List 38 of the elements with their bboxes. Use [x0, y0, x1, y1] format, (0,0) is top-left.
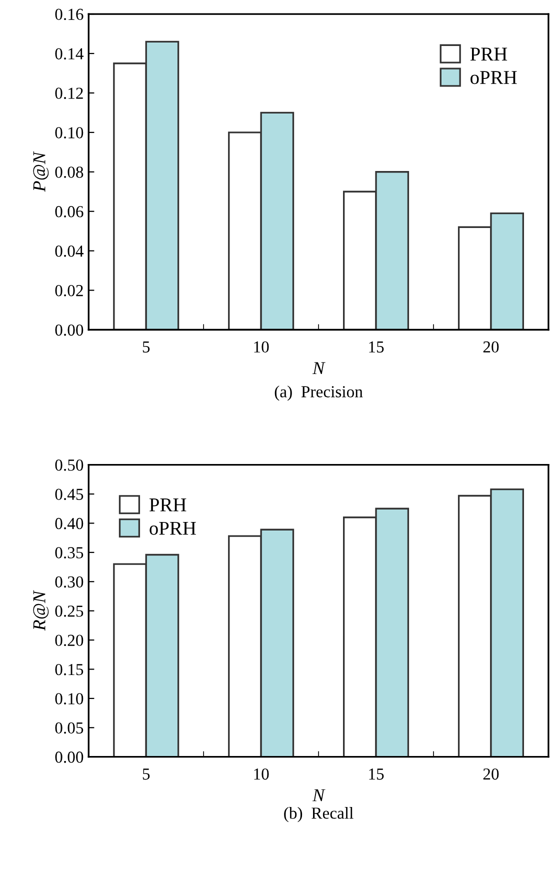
y-tick-label: 0.40	[55, 518, 84, 530]
y-tick-label: 0.16	[55, 8, 84, 20]
y-tick-label: 0.05	[55, 722, 84, 734]
y-tick-label: 0.10	[55, 693, 84, 704]
y-tick-label: 0.06	[55, 206, 84, 218]
y-tick-label: 0.10	[55, 127, 84, 138]
y-axis-title: R@N	[33, 590, 49, 631]
y-tick-label: 0.12	[55, 88, 83, 99]
y-tick-label: 0.14	[55, 48, 84, 60]
y-tick-label: 0.20	[55, 634, 84, 646]
y-tick-label: 0.02	[55, 284, 83, 296]
y-tick-label: 0.00	[55, 752, 84, 763]
text: (b) Recall	[284, 807, 354, 822]
x-axis-title: N	[312, 789, 326, 802]
x-tick-label: 20	[483, 341, 499, 353]
y-tick-label: 0.30	[55, 576, 84, 588]
y-tick-label: 0.04	[55, 246, 84, 257]
y-tick-label: 0.35	[55, 547, 84, 558]
x-tick-label: 15	[369, 768, 384, 780]
x-axis-title: N	[312, 362, 326, 374]
x-tick-label: 10	[254, 341, 269, 353]
x-tick-label: 15	[369, 341, 384, 353]
y-tick-label: 0.50	[55, 460, 84, 471]
y-axis-title: P@N	[33, 151, 49, 192]
y-tick-label: 0.45	[55, 488, 84, 500]
legend-label: PRH	[149, 498, 186, 512]
y-tick-label: 0.00	[55, 324, 84, 336]
x-tick-label: 20	[483, 768, 499, 780]
y-tick-label: 0.08	[55, 166, 84, 178]
x-tick-label: 10	[254, 768, 269, 780]
y-tick-label: 0.25	[55, 606, 84, 617]
text: (a) Precision	[274, 386, 363, 401]
y-tick-label: 0.15	[55, 664, 84, 676]
x-tick-label: 5	[142, 342, 150, 353]
legend-label: oPRH	[150, 522, 196, 535]
legend-label: oPRH	[470, 71, 517, 84]
legend-label: PRH	[470, 48, 508, 61]
x-tick-label: 5	[142, 768, 150, 780]
